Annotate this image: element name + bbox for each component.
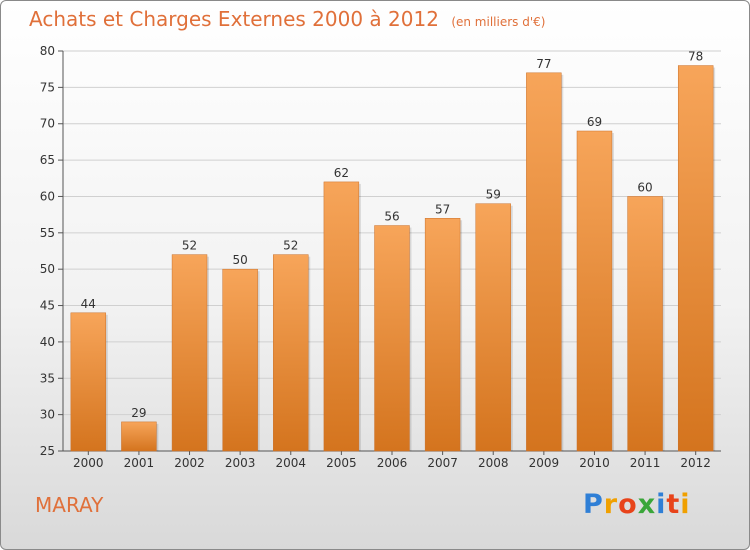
- bar-2005: [323, 181, 360, 452]
- x-tick-label: 2007: [427, 456, 458, 470]
- bar-2000: [70, 312, 107, 452]
- y-tick-label: 65: [40, 153, 55, 167]
- bar-2010: [576, 130, 613, 452]
- y-tick-label: 55: [40, 226, 55, 240]
- x-tick-label: 2012: [680, 456, 711, 470]
- x-tick-label: 2000: [73, 456, 104, 470]
- y-tick-label: 50: [40, 262, 55, 276]
- bar-2004: [273, 254, 309, 452]
- x-tick-label: 2004: [275, 456, 306, 470]
- x-tick-label: 2009: [529, 456, 560, 470]
- x-tick-label: 2002: [174, 456, 205, 470]
- bar-2009: [526, 72, 562, 452]
- bar-2006: [374, 225, 410, 452]
- bar-2012: [677, 65, 714, 452]
- bar-value-label: 60: [637, 180, 652, 194]
- x-tick-label: 2001: [124, 456, 155, 470]
- bar-value-label: 57: [435, 202, 450, 216]
- x-tick-label: 2006: [377, 456, 408, 470]
- bar-value-label: 59: [486, 188, 501, 202]
- bar-value-label: 78: [688, 50, 703, 64]
- bar-value-label: 77: [536, 57, 551, 71]
- y-tick-label: 35: [40, 371, 55, 385]
- bar-value-label: 62: [334, 166, 349, 180]
- bar-2007: [424, 218, 461, 452]
- x-tick-label: 2008: [478, 456, 509, 470]
- x-tick-label: 2010: [579, 456, 610, 470]
- y-tick-label: 25: [40, 444, 55, 458]
- x-tick-label: 2011: [630, 456, 661, 470]
- bar-value-label: 69: [587, 115, 602, 129]
- y-tick-label: 45: [40, 299, 55, 313]
- chart-title: Achats et Charges Externes 2000 à 2012 (…: [29, 7, 545, 31]
- x-tick-label: 2005: [326, 456, 357, 470]
- bar-2003: [222, 268, 258, 452]
- bar-2001: [121, 421, 157, 452]
- bar-2002: [171, 254, 208, 452]
- y-tick-label: 75: [40, 80, 55, 94]
- y-tick-label: 60: [40, 189, 55, 203]
- proxiti-logo: Proxiti: [583, 489, 691, 520]
- bar-value-label: 56: [384, 210, 399, 224]
- bar-value-label: 50: [233, 253, 248, 267]
- bar-2011: [627, 196, 663, 452]
- y-tick-label: 40: [40, 335, 55, 349]
- y-tick-label: 30: [40, 408, 55, 422]
- bar-value-label: 52: [182, 239, 197, 253]
- chart-title-text: Achats et Charges Externes 2000 à 2012: [29, 7, 439, 31]
- y-tick-label: 80: [40, 44, 55, 58]
- bar-value-label: 29: [131, 406, 146, 420]
- bar-value-label: 52: [283, 239, 298, 253]
- commune-name: MARAY: [35, 493, 104, 517]
- chart-unit: (en milliers d'€): [451, 15, 546, 29]
- bar-value-label: 44: [81, 297, 96, 311]
- x-tick-label: 2003: [225, 456, 256, 470]
- bar-2008: [475, 203, 511, 452]
- y-tick-label: 70: [40, 117, 55, 131]
